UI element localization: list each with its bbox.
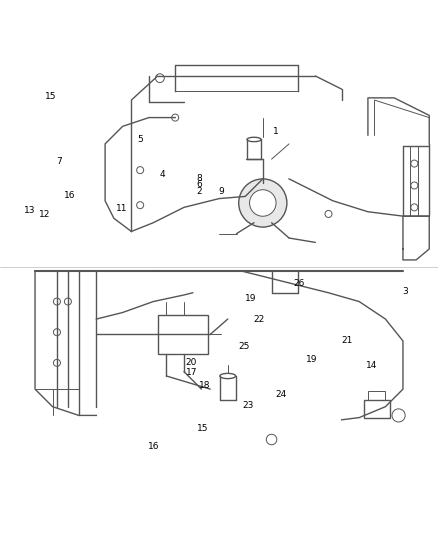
Text: 21: 21 — [341, 336, 353, 344]
Text: 12: 12 — [39, 211, 51, 219]
Text: 2: 2 — [197, 187, 202, 196]
Text: 15: 15 — [197, 424, 208, 433]
Text: 22: 22 — [254, 316, 265, 325]
Text: 17: 17 — [186, 368, 197, 377]
Circle shape — [53, 329, 60, 336]
Text: 23: 23 — [243, 401, 254, 410]
Circle shape — [266, 434, 277, 445]
Text: 11: 11 — [116, 204, 127, 213]
Text: 3: 3 — [402, 287, 408, 296]
Text: 19: 19 — [245, 294, 256, 303]
Circle shape — [53, 359, 60, 366]
Text: 6: 6 — [196, 180, 202, 189]
Text: 5: 5 — [137, 135, 143, 144]
Bar — [364, 400, 390, 418]
Circle shape — [325, 211, 332, 217]
Text: 25: 25 — [239, 342, 250, 351]
Text: 4: 4 — [159, 169, 165, 179]
Text: 13: 13 — [24, 206, 35, 215]
Text: 9: 9 — [218, 187, 224, 196]
Text: 20: 20 — [186, 358, 197, 367]
Bar — [158, 314, 208, 354]
Circle shape — [53, 298, 60, 305]
Circle shape — [392, 409, 405, 422]
Circle shape — [155, 74, 164, 83]
Text: 24: 24 — [276, 390, 287, 399]
Text: 16: 16 — [64, 191, 75, 199]
Text: 1: 1 — [273, 127, 279, 136]
Circle shape — [411, 182, 418, 189]
Text: 8: 8 — [196, 174, 202, 183]
Text: 16: 16 — [148, 442, 160, 451]
Ellipse shape — [247, 138, 261, 142]
Circle shape — [137, 201, 144, 209]
Circle shape — [250, 190, 276, 216]
Text: 18: 18 — [199, 381, 211, 390]
Circle shape — [411, 204, 418, 211]
Text: 19: 19 — [306, 355, 318, 364]
Text: 26: 26 — [293, 279, 304, 288]
Text: 7: 7 — [56, 157, 62, 166]
Circle shape — [137, 167, 144, 174]
Circle shape — [64, 298, 71, 305]
Bar — [368, 391, 385, 400]
Circle shape — [239, 179, 287, 227]
Circle shape — [172, 114, 179, 121]
Circle shape — [411, 160, 418, 167]
Text: 15: 15 — [45, 92, 56, 101]
Ellipse shape — [220, 374, 236, 378]
Text: 14: 14 — [366, 361, 377, 370]
